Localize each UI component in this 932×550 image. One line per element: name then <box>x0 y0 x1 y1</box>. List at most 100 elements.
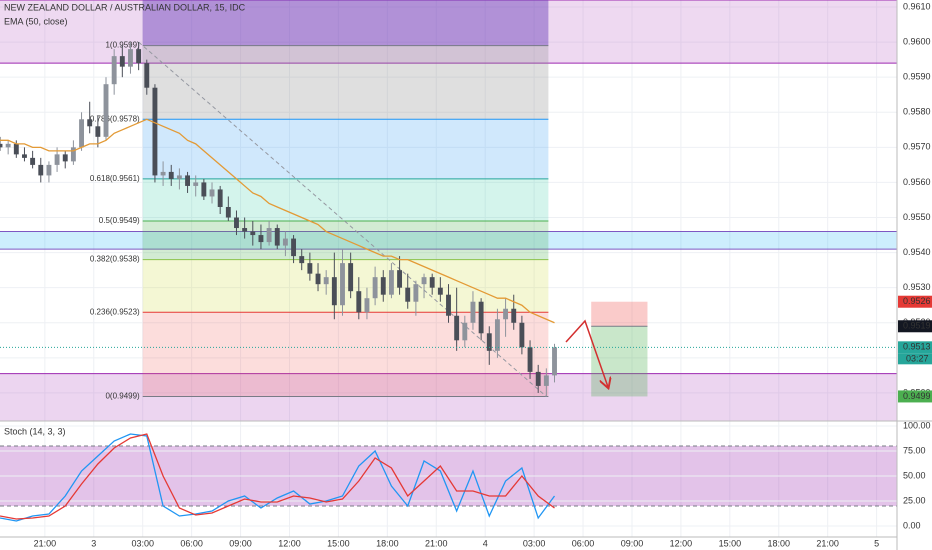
countdown-bg <box>898 353 932 365</box>
stop-zone <box>591 301 648 327</box>
candle-body <box>503 308 509 320</box>
candle-body <box>397 270 403 288</box>
y-tick-label: 0.9530 <box>903 282 931 292</box>
price-axis <box>897 0 932 550</box>
price-tag-label: 0.9526 <box>903 296 931 306</box>
candle-body <box>470 301 476 323</box>
candle-body <box>0 143 3 148</box>
x-tick-label: 18:00 <box>376 538 399 548</box>
price-tag-label: 0.9519 <box>903 321 931 331</box>
fib-label: 0.236(0.9523) <box>90 307 140 316</box>
candle-body <box>185 175 191 186</box>
time-axis <box>0 537 897 550</box>
chart-title: NEW ZEALAND DOLLAR / AUSTRALIAN DOLLAR, … <box>4 2 246 12</box>
y-tick-label: 0.00 <box>903 520 921 530</box>
candle-body <box>348 263 354 292</box>
candle-body <box>527 347 533 372</box>
x-tick-label: 06:00 <box>572 538 595 548</box>
candle-body <box>494 319 500 351</box>
stoch-line <box>0 433 555 520</box>
price-tag-label: 0.9499 <box>903 391 931 401</box>
y-tick-label: 0.9590 <box>903 72 931 82</box>
candle-body <box>291 238 297 257</box>
candle-body <box>111 56 117 85</box>
x-tick-label: 5 <box>874 538 879 548</box>
candle-body <box>209 189 215 197</box>
x-tick-label: 3 <box>91 538 96 548</box>
candle-body <box>250 231 256 236</box>
price-tag <box>898 295 932 308</box>
zone <box>0 0 897 64</box>
candle-body <box>119 56 125 67</box>
candle-body <box>405 287 411 302</box>
candle-body <box>70 147 76 162</box>
x-tick-label: 12:00 <box>670 538 693 548</box>
x-tick-label: 09:00 <box>229 538 252 548</box>
y-tick-label: 0.9600 <box>903 36 931 46</box>
indicator-label: EMA (50, close) <box>4 16 68 26</box>
candle-body <box>356 291 362 313</box>
x-tick-label: 21:00 <box>425 538 448 548</box>
fib-label: 0(0.9499) <box>105 392 140 401</box>
candle-body <box>5 143 11 148</box>
x-tick-label: 21:00 <box>816 538 839 548</box>
candle-body <box>46 164 52 176</box>
candle-body <box>217 189 223 207</box>
candle-body <box>299 256 305 264</box>
candle-body <box>38 164 44 176</box>
fib-band <box>142 259 549 313</box>
candle-body <box>95 126 101 137</box>
price-tag-label: 0.9513 <box>903 342 931 352</box>
candle-body <box>258 235 264 243</box>
countdown: 03:27 <box>906 354 929 364</box>
candle-body <box>225 206 231 218</box>
candle-body <box>282 238 288 246</box>
candle-body <box>160 171 166 176</box>
candle-body <box>201 182 207 197</box>
candle-body <box>454 315 460 341</box>
candle-body <box>543 375 549 386</box>
candle-body <box>144 63 150 88</box>
candle-body <box>22 154 27 158</box>
candle-body <box>462 322 468 341</box>
candle-body <box>315 273 321 285</box>
zone <box>0 231 897 250</box>
candle-body <box>168 171 174 179</box>
y-tick-label: 75.00 <box>903 445 926 455</box>
x-tick-label: 03:00 <box>131 538 154 548</box>
candle-body <box>54 154 60 165</box>
candle-body <box>128 49 133 67</box>
candle-body <box>193 182 199 186</box>
stoch-line <box>0 433 556 522</box>
stoch-title: Stoch (14, 3, 3) <box>4 426 66 436</box>
candle-body <box>535 371 541 386</box>
candle-body <box>486 333 492 351</box>
candle-body <box>446 294 451 316</box>
candle-body <box>307 263 313 274</box>
candle-body <box>413 284 419 302</box>
y-tick-label: 25.00 <box>903 495 926 505</box>
candle-body <box>136 49 142 64</box>
candle-body <box>372 277 378 299</box>
y-tick-label: 100.00 <box>903 420 931 430</box>
candle-body <box>87 119 93 127</box>
candle-body <box>103 84 109 137</box>
y-tick-label: 0.9560 <box>903 177 931 187</box>
candle-body <box>13 143 19 155</box>
candle-body <box>478 301 484 334</box>
candle-body <box>429 277 435 288</box>
candle-body <box>62 154 68 162</box>
fib-label: 0.618(0.9561) <box>90 174 140 183</box>
trend-line <box>138 41 547 397</box>
fib-band <box>142 119 549 179</box>
fib-band <box>142 0 549 46</box>
y-tick-label: 0.9540 <box>903 247 931 257</box>
candle-body <box>552 347 557 376</box>
price-tag <box>898 320 932 333</box>
fib-label: 0.786(0.9578) <box>90 114 140 123</box>
x-tick-label: 06:00 <box>180 538 203 548</box>
candle-body <box>242 228 248 232</box>
candle-body <box>388 270 394 295</box>
y-tick-label: 0.9550 <box>903 212 931 222</box>
